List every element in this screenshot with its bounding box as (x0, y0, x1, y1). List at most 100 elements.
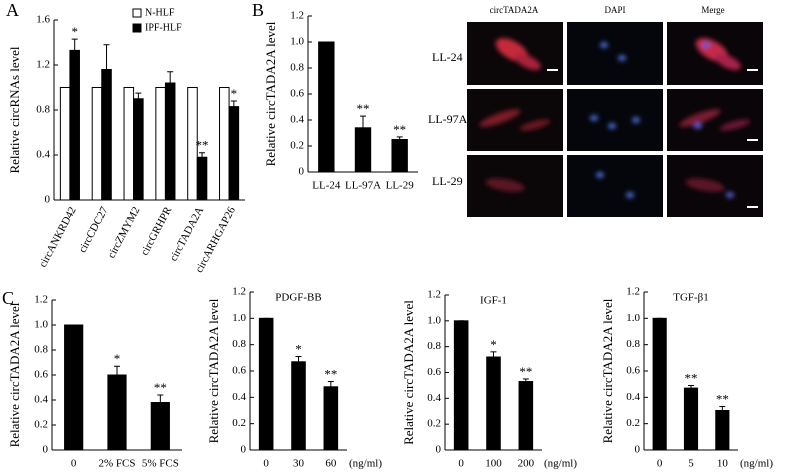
x-tick-label: 5 (688, 458, 694, 470)
bar (133, 98, 144, 201)
significance: * (114, 351, 121, 366)
y-tick-label: 1.6 (36, 14, 50, 26)
y-tick-label: 1.0 (626, 312, 640, 324)
y-tick-label: 0.8 (36, 104, 50, 116)
legend-swatch (132, 8, 142, 18)
significance: ** (324, 367, 337, 382)
significance: * (490, 337, 497, 352)
y-tick-label: 0.6 (34, 369, 48, 381)
y-tick-label: 1.2 (290, 10, 304, 22)
y-tick-label: 0.4 (626, 391, 640, 403)
significance: ** (393, 122, 406, 137)
bar (187, 87, 198, 201)
y-tick-label: 1.2 (36, 59, 50, 71)
x-unit: (ng/ml) (349, 458, 382, 470)
micrograph (567, 22, 663, 85)
y-axis-label: Relative circTADA2A level (206, 298, 221, 443)
x-tick-label: 0 (71, 458, 77, 470)
bar (453, 320, 469, 451)
y-tick-label: 0.2 (34, 419, 48, 431)
y-tick-label: 1.2 (232, 286, 246, 298)
y-tick-label: 0.8 (34, 344, 48, 356)
y-tick-label: 0 (299, 166, 305, 178)
significance: ** (519, 364, 532, 379)
significance: ** (685, 370, 698, 385)
significance: * (295, 342, 302, 357)
chart-title: IGF-1 (480, 295, 507, 307)
x-tick-label: circGRHPR (139, 204, 175, 257)
y-tick-label: 1.2 (626, 286, 640, 298)
x-tick-label: 200 (518, 458, 535, 470)
y-tick-label: 1.2 (34, 294, 48, 306)
bar (164, 82, 176, 201)
y-tick-label: 0 (241, 444, 247, 456)
bar (196, 156, 208, 201)
micrograph (567, 89, 663, 151)
bar (64, 324, 84, 451)
bar (354, 127, 372, 173)
bar (123, 87, 135, 201)
bar (518, 381, 534, 451)
micrograph (567, 155, 663, 217)
bar (59, 87, 71, 201)
x-tick-label: 60 (325, 458, 337, 470)
x-tick-label: LL-97A (345, 180, 381, 192)
y-tick-label: 0.6 (427, 366, 441, 378)
y-axis-label: Relative circTADA2A level (263, 21, 278, 166)
panel-letter: C (2, 288, 14, 308)
y-tick-label: 1.0 (34, 319, 48, 331)
legend-label: IPF-HLF (145, 22, 182, 33)
significance: * (231, 86, 238, 101)
x-tick-label: 100 (485, 458, 502, 470)
bar (219, 87, 230, 201)
bar (683, 387, 699, 451)
x-tick-label: LL-24 (312, 180, 341, 192)
x-tick-label: circZMYM2 (105, 205, 142, 260)
y-tick-label: 0.6 (626, 365, 640, 377)
x-tick-label: 2% FCS (99, 458, 136, 470)
y-tick-label: 0.2 (232, 417, 246, 429)
y-tick-label: 1.0 (290, 36, 304, 48)
x-tick-label: LL-29 (386, 180, 415, 192)
column-header: circTADA2A (490, 5, 539, 15)
significance: ** (716, 392, 729, 407)
y-tick-label: 0 (436, 444, 442, 456)
y-tick-label: 0.4 (36, 149, 50, 161)
y-tick-label: 0.2 (290, 140, 304, 152)
y-tick-label: 0.4 (290, 114, 304, 126)
panel-letter: B (252, 0, 264, 20)
y-axis-label: Relative circTADA2A level (7, 302, 22, 447)
bar (715, 410, 730, 451)
y-tick-label: 0.4 (427, 392, 441, 404)
row-label: LL-29 (432, 174, 463, 188)
y-tick-label: 0 (43, 444, 49, 456)
y-tick-label: 1.2 (427, 289, 441, 301)
y-axis-label: Relative circRNAs level (7, 46, 22, 173)
legend-swatch (132, 23, 142, 33)
significance: ** (196, 138, 209, 153)
cell-signal (479, 38, 751, 198)
bar (150, 402, 170, 451)
x-tick-label: circCDC27 (77, 205, 111, 255)
x-tick-label: circANKRD42 (37, 205, 79, 269)
legend-label: N-HLF (145, 7, 175, 18)
y-tick-label: 1.0 (232, 312, 246, 324)
significance: ** (357, 101, 370, 116)
bar (69, 49, 80, 201)
x-unit: (ng/ml) (740, 458, 773, 470)
bar (291, 361, 306, 451)
bar (391, 139, 408, 173)
significance: * (71, 24, 78, 39)
bar (486, 356, 501, 451)
x-tick-label: 0 (458, 458, 464, 470)
bar (228, 106, 240, 201)
y-tick-label: 0.4 (34, 394, 48, 406)
panel-letter: A (6, 0, 19, 20)
y-tick-label: 0.2 (427, 418, 441, 430)
y-tick-label: 1.0 (427, 314, 441, 326)
column-header: DAPI (604, 5, 625, 15)
y-tick-label: 0.4 (232, 391, 246, 403)
y-axis-label: Relative circTADA2A level (401, 300, 416, 445)
y-tick-label: 0.8 (427, 340, 441, 352)
x-tick-label: 0 (657, 458, 663, 470)
